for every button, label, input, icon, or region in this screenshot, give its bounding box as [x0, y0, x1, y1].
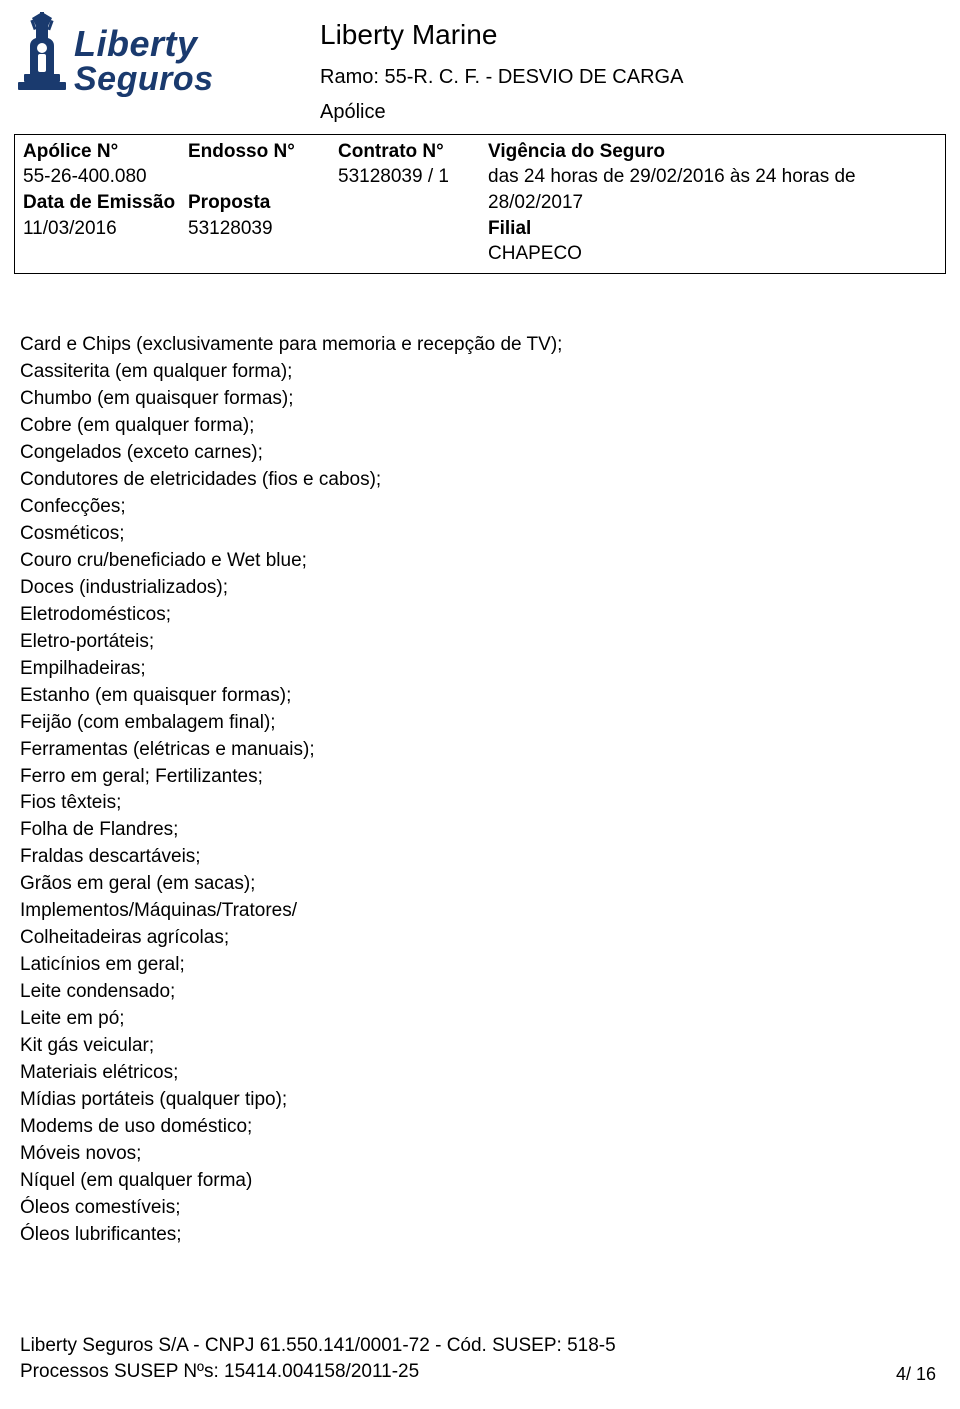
meta-col-apolice: Apólice N° 55-26-400.080 Data de Emissão…: [23, 139, 188, 267]
list-item: Óleos comestíveis;: [20, 1195, 940, 1222]
list-item: Card e Chips (exclusivamente para memori…: [20, 332, 940, 359]
endosso-value: [188, 164, 338, 190]
list-item: Modems de uso doméstico;: [20, 1114, 940, 1141]
list-item: Laticínios em geral;: [20, 952, 940, 979]
list-item: Confecções;: [20, 494, 940, 521]
proposta-label: Proposta: [188, 190, 338, 216]
footer-line-2: Processos SUSEP Nºs: 15414.004158/2011-2…: [20, 1359, 940, 1385]
list-item: Couro cru/beneficiado e Wet blue;: [20, 548, 940, 575]
list-item: Empilhadeiras;: [20, 656, 940, 683]
list-item: Condutores de eletricidades (fios e cabo…: [20, 467, 940, 494]
filial-label: Filial: [488, 216, 937, 242]
emissao-value: 11/03/2016: [23, 216, 188, 242]
document-header: Liberty Seguros Liberty Marine Ramo: 55-…: [0, 0, 960, 126]
list-item: Folha de Flandres;: [20, 817, 940, 844]
policy-meta-box: Apólice N° 55-26-400.080 Data de Emissão…: [14, 134, 946, 274]
ramo-line: Ramo: 55-R. C. F. - DESVIO DE CARGA: [320, 64, 683, 91]
vigencia-value: das 24 horas de 29/02/2016 às 24 horas d…: [488, 164, 937, 215]
logo-line-2: Seguros: [74, 62, 214, 96]
item-list: Card e Chips (exclusivamente para memori…: [0, 274, 960, 1249]
list-item: Cassiterita (em qualquer forma);: [20, 359, 940, 386]
filial-value: CHAPECO: [488, 241, 937, 267]
list-item: Níquel (em qualquer forma): [20, 1168, 940, 1195]
list-item: Eletro-portáteis;: [20, 629, 940, 656]
list-item: Ferramentas (elétricas e manuais);: [20, 737, 940, 764]
contrato-value: 53128039 / 1: [338, 164, 488, 190]
list-item: Óleos lubrificantes;: [20, 1222, 940, 1249]
list-item: Doces (industrializados);: [20, 575, 940, 602]
vigencia-label: Vigência do Seguro: [488, 139, 937, 165]
logo-text: Liberty Seguros: [74, 12, 214, 96]
list-item: Colheitadeiras agrícolas;: [20, 925, 940, 952]
list-item: Chumbo (em quaisquer formas);: [20, 386, 940, 413]
list-item: Leite condensado;: [20, 979, 940, 1006]
list-item: Feijão (com embalagem final);: [20, 710, 940, 737]
header-titles: Liberty Marine Ramo: 55-R. C. F. - DESVI…: [270, 12, 683, 126]
list-item: Fios têxteis;: [20, 790, 940, 817]
list-item: Fraldas descartáveis;: [20, 844, 940, 871]
page-footer: Liberty Seguros S/A - CNPJ 61.550.141/00…: [0, 1333, 960, 1385]
doc-type: Apólice: [320, 99, 683, 126]
list-item: Congelados (exceto carnes);: [20, 440, 940, 467]
list-item: Estanho (em quaisquer formas);: [20, 683, 940, 710]
endosso-label: Endosso N°: [188, 139, 338, 165]
list-item: Cosméticos;: [20, 521, 940, 548]
apolice-label: Apólice N°: [23, 139, 188, 165]
apolice-value: 55-26-400.080: [23, 164, 188, 190]
list-item: Móveis novos;: [20, 1141, 940, 1168]
footer-line-1: Liberty Seguros S/A - CNPJ 61.550.141/00…: [20, 1333, 940, 1359]
meta-col-contrato: Contrato N° 53128039 / 1: [338, 139, 488, 267]
page-number: 4/ 16: [896, 1362, 936, 1387]
contrato-label: Contrato N°: [338, 139, 488, 165]
list-item: Ferro em geral; Fertilizantes;: [20, 764, 940, 791]
list-item: Materiais elétricos;: [20, 1060, 940, 1087]
list-item: Grãos em geral (em sacas);: [20, 871, 940, 898]
product-title: Liberty Marine: [320, 16, 683, 54]
logo-line-1: Liberty: [74, 26, 214, 62]
proposta-value: 53128039: [188, 216, 338, 242]
list-item: Mídias portáteis (qualquer tipo);: [20, 1087, 940, 1114]
meta-col-vigencia: Vigência do Seguro das 24 horas de 29/02…: [488, 139, 937, 267]
emissao-label: Data de Emissão: [23, 190, 188, 216]
company-logo: Liberty Seguros: [10, 12, 270, 102]
list-item: Cobre (em qualquer forma);: [20, 413, 940, 440]
list-item: Leite em pó;: [20, 1006, 940, 1033]
list-item: Implementos/Máquinas/Tratores/: [20, 898, 940, 925]
list-item: Kit gás veicular;: [20, 1033, 940, 1060]
list-item: Eletrodomésticos;: [20, 602, 940, 629]
liberty-statue-icon: [10, 12, 74, 102]
meta-col-endosso: Endosso N° Proposta 53128039: [188, 139, 338, 267]
